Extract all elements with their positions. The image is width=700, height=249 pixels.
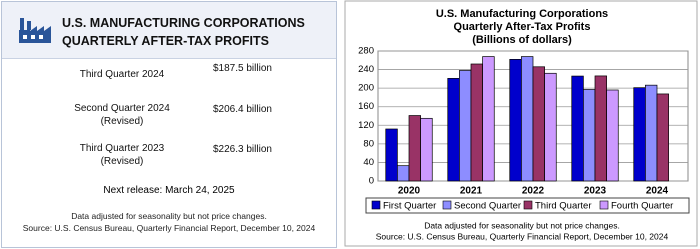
legend-label: First Quarter <box>383 201 436 212</box>
bar <box>633 87 646 182</box>
factory-icon <box>19 18 51 43</box>
note: Source: U.S. Census Bureau, Quarterly Fi… <box>22 223 316 233</box>
x-tick-label: 2022 <box>522 186 545 197</box>
y-tick-label: 0 <box>369 176 374 187</box>
bar <box>656 93 669 182</box>
next-release: Next release: March 24, 2025 <box>103 185 235 196</box>
legend-swatch <box>523 200 533 210</box>
chart-title: U.S. Manufacturing Corporations <box>436 8 608 20</box>
bar <box>447 78 460 182</box>
x-tick-label: 2023 <box>584 186 607 197</box>
bar <box>420 117 433 182</box>
row-label: Third Quarter 2023 <box>79 143 165 154</box>
bar <box>470 63 483 182</box>
row-value: $206.4 billion <box>213 104 272 115</box>
bar <box>385 128 398 182</box>
row-value: $187.5 billion <box>213 63 272 74</box>
legend-label: Second Quarter <box>454 201 521 212</box>
note: Source: U.S. Census Bureau, Quarterly Fi… <box>376 231 669 241</box>
chart-title: Quarterly After-Tax Profits <box>454 21 591 33</box>
x-tick-label: 2020 <box>398 186 421 197</box>
y-tick-label: 200 <box>358 83 374 94</box>
legend-swatch <box>371 200 381 210</box>
row-label: (Revised) <box>100 156 144 167</box>
panel-header: U.S. MANUFACTURING CORPORATIONS QUARTERL… <box>2 2 336 59</box>
row-label: Second Quarter 2024 <box>74 103 170 114</box>
legend-label: Third Quarter <box>535 201 592 212</box>
panel-title: U.S. MANUFACTURING CORPORATIONS <box>62 16 305 30</box>
bar <box>571 75 584 182</box>
bar <box>509 59 522 182</box>
bar <box>408 115 421 182</box>
x-tick-label: 2024 <box>646 186 669 197</box>
row-label: (Revised) <box>100 116 144 127</box>
bar <box>459 70 472 182</box>
bar <box>482 56 495 182</box>
bar <box>544 72 557 182</box>
note: Data adjusted for seasonality but not pr… <box>71 211 267 221</box>
legend-swatch <box>599 200 609 210</box>
y-tick-label: 120 <box>358 120 374 131</box>
summary-panel: U.S. MANUFACTURING CORPORATIONS QUARTERL… <box>1 1 337 248</box>
x-tick-label: 2021 <box>460 186 483 197</box>
row-label: Third Quarter 2024 <box>79 69 165 80</box>
bar <box>532 66 545 182</box>
y-tick-label: 80 <box>363 138 374 149</box>
y-tick-label: 280 <box>358 46 374 57</box>
legend-label: Fourth Quarter <box>611 201 673 212</box>
bar <box>397 165 410 182</box>
bar <box>606 89 619 182</box>
y-tick-label: 160 <box>358 101 374 112</box>
panel-title: QUARTERLY AFTER-TAX PROFITS <box>62 34 269 48</box>
y-tick-label: 40 <box>363 157 374 168</box>
note: Data adjusted for seasonality but not pr… <box>424 220 620 230</box>
bar <box>583 89 596 182</box>
bar <box>645 84 658 182</box>
row-value: $226.3 billion <box>213 144 272 155</box>
legend-swatch <box>442 200 452 210</box>
bar <box>594 75 607 182</box>
chart: U.S. Manufacturing CorporationsQuarterly… <box>344 0 698 247</box>
chart-title: (Billions of dollars) <box>472 34 572 46</box>
bar <box>521 56 534 182</box>
y-tick-label: 240 <box>358 64 374 75</box>
